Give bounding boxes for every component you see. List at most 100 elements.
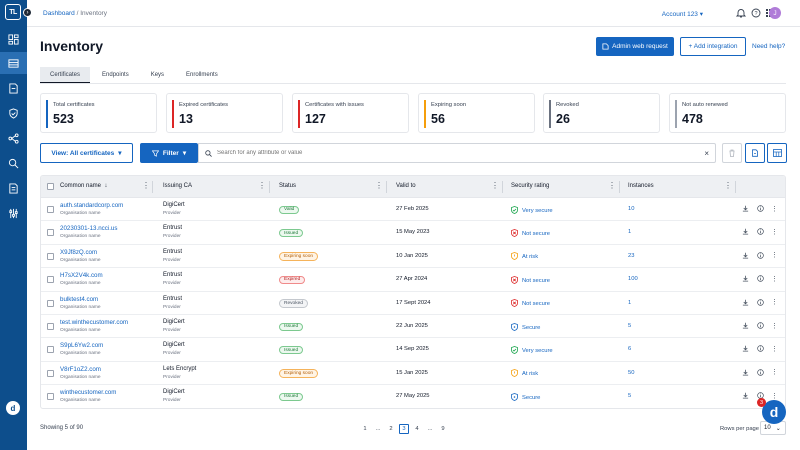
instances-link[interactable]: 6 <box>628 346 632 353</box>
tab-keys[interactable]: Keys <box>150 72 165 78</box>
need-help-link[interactable]: Need help? <box>752 43 786 50</box>
column-menu-icon[interactable]: ⋮ <box>258 181 266 190</box>
column-layout-button[interactable] <box>767 143 787 163</box>
column-menu-icon[interactable]: ⋮ <box>142 181 150 190</box>
inventory-nav-icon[interactable] <box>0 52 27 74</box>
admin-web-request-button[interactable]: Admin web request <box>596 37 674 56</box>
instances-link[interactable]: 5 <box>628 323 632 329</box>
info-icon[interactable] <box>756 274 765 283</box>
page-button[interactable]: 1 <box>363 426 367 432</box>
common-name-link[interactable]: auth.standardcorp.com <box>60 202 124 209</box>
dashboard-nav-icon[interactable] <box>0 28 27 50</box>
download-icon[interactable] <box>741 321 750 330</box>
chat-launcher-button[interactable]: d <box>762 400 786 424</box>
row-checkbox[interactable] <box>47 276 54 284</box>
row-menu-icon[interactable]: ⋮ <box>771 299 778 307</box>
table-row[interactable]: 20230301-13.ncci.us Organisation name Entr… <box>41 221 785 245</box>
stat-card[interactable]: Revoked 26 <box>543 93 660 133</box>
download-icon[interactable] <box>741 274 750 283</box>
common-name-link[interactable]: H7sX2V4k.com <box>60 272 103 280</box>
export-button[interactable] <box>745 143 765 163</box>
info-icon[interactable] <box>756 298 765 307</box>
common-name-link[interactable]: 20230301-13.ncci.us <box>60 225 118 233</box>
instances-link[interactable]: 10 <box>628 206 635 212</box>
instances-link[interactable]: 23 <box>628 252 635 259</box>
download-icon[interactable] <box>741 227 750 236</box>
add-integration-button[interactable]: + Add integration <box>680 37 746 56</box>
collapse-sidebar-icon[interactable]: › <box>23 8 32 17</box>
tab-certificates[interactable]: Certificates <box>40 67 91 83</box>
row-checkbox[interactable] <box>47 369 54 377</box>
page-button[interactable]: 3 <box>399 424 409 434</box>
view-selector-button[interactable]: View: All certificates ▾ <box>40 143 133 163</box>
column-menu-icon[interactable]: ⋮ <box>375 181 383 190</box>
tab-enrollments[interactable]: Enrollments <box>186 72 218 78</box>
page-button[interactable]: 2 <box>389 426 393 432</box>
row-checkbox[interactable] <box>47 323 54 330</box>
column-security-rating[interactable]: Security rating <box>511 183 550 189</box>
tab-endpoints[interactable]: Endpoints <box>102 72 129 78</box>
row-checkbox[interactable] <box>47 229 54 237</box>
table-row[interactable]: auth.standardcorp.com Organisation name Di… <box>41 198 785 222</box>
table-row[interactable]: test.winthecustomer.com Organisation name… <box>41 315 785 339</box>
stat-card[interactable]: Expired certificates 13 <box>166 93 283 133</box>
table-row[interactable]: bulktest4.com Organisation name Entrust Pro… <box>41 292 785 315</box>
common-name-link[interactable]: S9pL6Yw2.com <box>60 342 104 350</box>
row-checkbox[interactable] <box>47 252 54 260</box>
download-icon[interactable] <box>741 344 750 353</box>
row-checkbox[interactable] <box>47 299 54 307</box>
bell-icon[interactable] <box>735 7 747 19</box>
table-row[interactable]: S9pL6Yw2.com Organisation name DigiCert Pro… <box>41 338 785 362</box>
info-icon[interactable] <box>756 251 765 260</box>
row-menu-icon[interactable]: ⋮ <box>771 322 778 330</box>
page-button[interactable]: 4 <box>415 426 419 432</box>
row-menu-icon[interactable]: ⋮ <box>771 369 778 377</box>
row-menu-icon[interactable]: ⋮ <box>771 205 778 213</box>
stat-card[interactable]: Certificates with issues 127 <box>292 93 409 133</box>
breadcrumb-dashboard-link[interactable]: Dashboard <box>43 10 75 17</box>
row-checkbox[interactable] <box>47 393 54 401</box>
sort-arrow-icon[interactable]: ↓ <box>102 183 108 189</box>
stat-card[interactable]: Total certificates 523 <box>40 93 157 133</box>
row-menu-icon[interactable]: ⋮ <box>771 392 778 400</box>
shield-nav-icon[interactable] <box>0 102 27 124</box>
app-logo[interactable]: TL <box>5 4 21 20</box>
table-row[interactable]: V8rF1oZ2.com Organisation name Lets Encryp… <box>41 362 785 386</box>
network-nav-icon[interactable] <box>0 127 27 149</box>
user-avatar[interactable]: J <box>769 7 781 19</box>
clear-search-icon[interactable]: × <box>704 149 709 158</box>
info-icon[interactable] <box>756 204 765 213</box>
stat-card[interactable]: Expiring soon 56 <box>418 93 535 133</box>
column-status[interactable]: Status <box>279 183 297 189</box>
instances-link[interactable]: 100 <box>628 276 638 283</box>
table-row[interactable]: X9Jf8zQ.com Organisation name Entrust Provi… <box>41 245 785 269</box>
row-menu-icon[interactable]: ⋮ <box>771 275 778 283</box>
table-row[interactable]: H7sX2V4k.com Organisation name Entrust Prov… <box>41 268 785 292</box>
account-selector[interactable]: Account 123 ▾ <box>662 10 703 18</box>
column-menu-icon[interactable]: ⋮ <box>724 181 732 190</box>
download-icon[interactable] <box>741 204 750 213</box>
download-icon[interactable] <box>741 251 750 260</box>
help-circle-icon[interactable]: ? <box>750 7 762 19</box>
column-valid-to[interactable]: Valid to <box>396 183 416 189</box>
documents-nav-icon[interactable] <box>0 177 27 199</box>
common-name-link[interactable]: X9Jf8zQ.com <box>60 248 98 256</box>
column-issuing-ca[interactable]: Issuing CA <box>163 183 193 189</box>
page-button[interactable]: 9 <box>441 426 445 432</box>
row-checkbox[interactable] <box>47 206 54 213</box>
column-menu-icon[interactable]: ⋮ <box>608 181 616 190</box>
settings-sliders-nav-icon[interactable] <box>0 202 27 224</box>
instances-link[interactable]: 50 <box>628 369 635 376</box>
row-checkbox[interactable] <box>47 346 54 354</box>
reports-nav-icon[interactable] <box>0 77 27 99</box>
info-icon[interactable] <box>756 227 765 236</box>
column-menu-icon[interactable]: ⋮ <box>491 181 499 190</box>
search-input[interactable] <box>217 150 697 156</box>
instances-link[interactable]: 5 <box>628 393 632 400</box>
row-menu-icon[interactable]: ⋮ <box>771 345 778 353</box>
download-icon[interactable] <box>741 298 750 307</box>
table-row[interactable]: winthecustomer.com Organisation name DigiC… <box>41 385 785 408</box>
info-icon[interactable] <box>756 368 765 377</box>
common-name-link[interactable]: winthecustomer.com <box>60 389 117 397</box>
info-icon[interactable] <box>756 321 765 330</box>
